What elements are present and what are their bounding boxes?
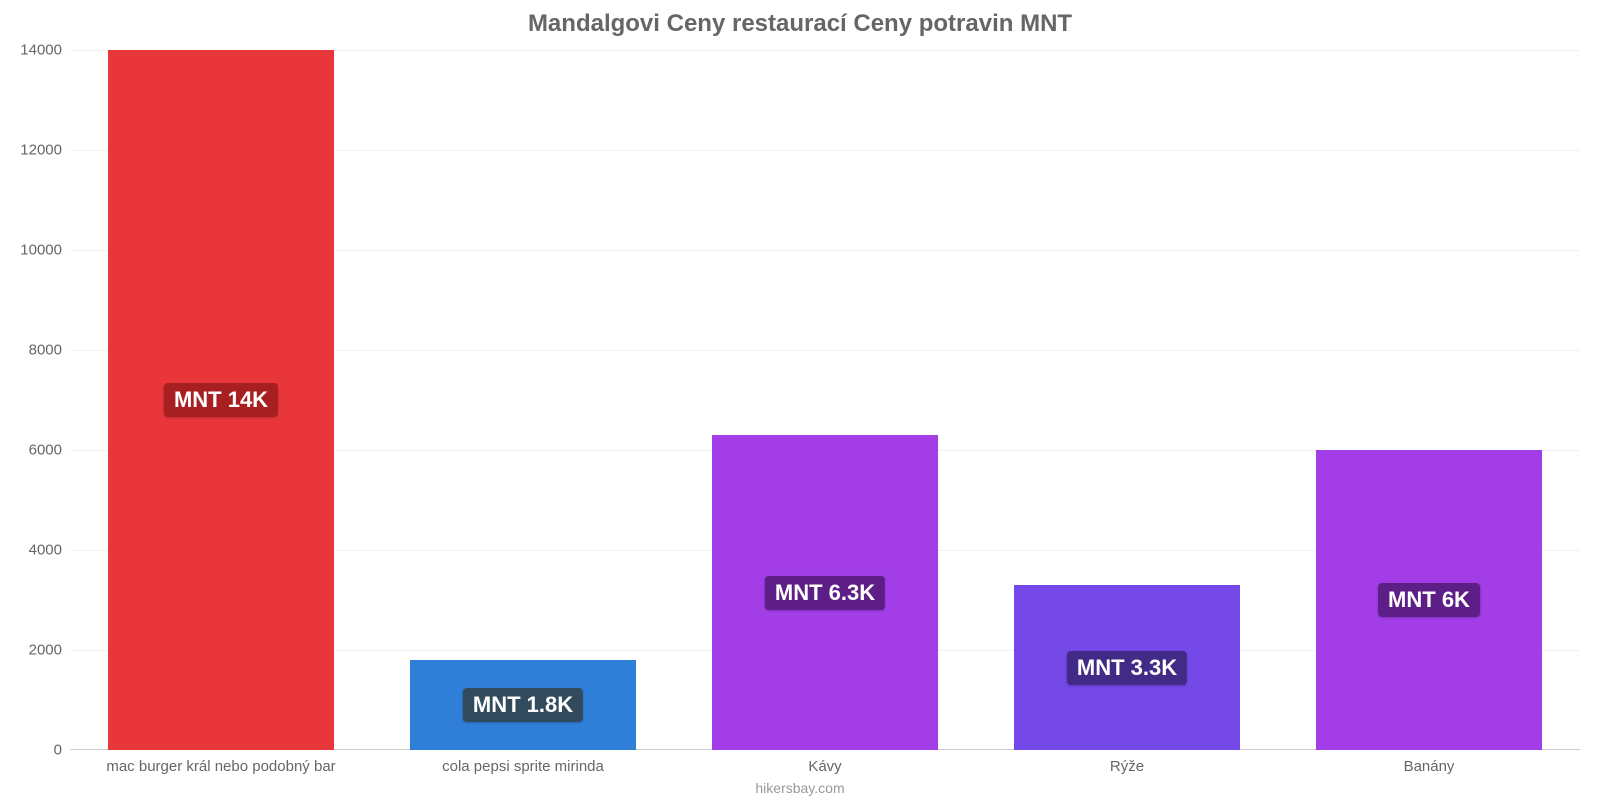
- price-bar-chart: Mandalgovi Ceny restaurací Ceny potravin…: [0, 0, 1600, 800]
- y-tick-label: 2000: [29, 642, 62, 659]
- chart-footer: hikersbay.com: [0, 780, 1600, 796]
- y-tick-label: 12000: [20, 142, 62, 159]
- y-tick-label: 14000: [20, 42, 62, 59]
- plot-area: 02000400060008000100001200014000MNT 14Km…: [70, 50, 1580, 750]
- x-category-label: Banány: [1404, 758, 1455, 775]
- bar-value-label: MNT 1.8K: [463, 688, 583, 722]
- y-tick-label: 6000: [29, 442, 62, 459]
- y-tick-label: 10000: [20, 242, 62, 259]
- y-tick-label: 0: [54, 742, 62, 759]
- bar-value-label: MNT 14K: [164, 383, 278, 417]
- bar-value-label: MNT 6K: [1378, 583, 1480, 617]
- x-category-label: Rýže: [1110, 758, 1144, 775]
- bar-value-label: MNT 3.3K: [1067, 651, 1187, 685]
- x-category-label: cola pepsi sprite mirinda: [442, 758, 604, 775]
- chart-title: Mandalgovi Ceny restaurací Ceny potravin…: [0, 10, 1600, 38]
- bar-value-label: MNT 6.3K: [765, 576, 885, 610]
- x-category-label: Kávy: [808, 758, 841, 775]
- x-category-label: mac burger král nebo podobný bar: [106, 758, 335, 775]
- y-tick-label: 8000: [29, 342, 62, 359]
- y-tick-label: 4000: [29, 542, 62, 559]
